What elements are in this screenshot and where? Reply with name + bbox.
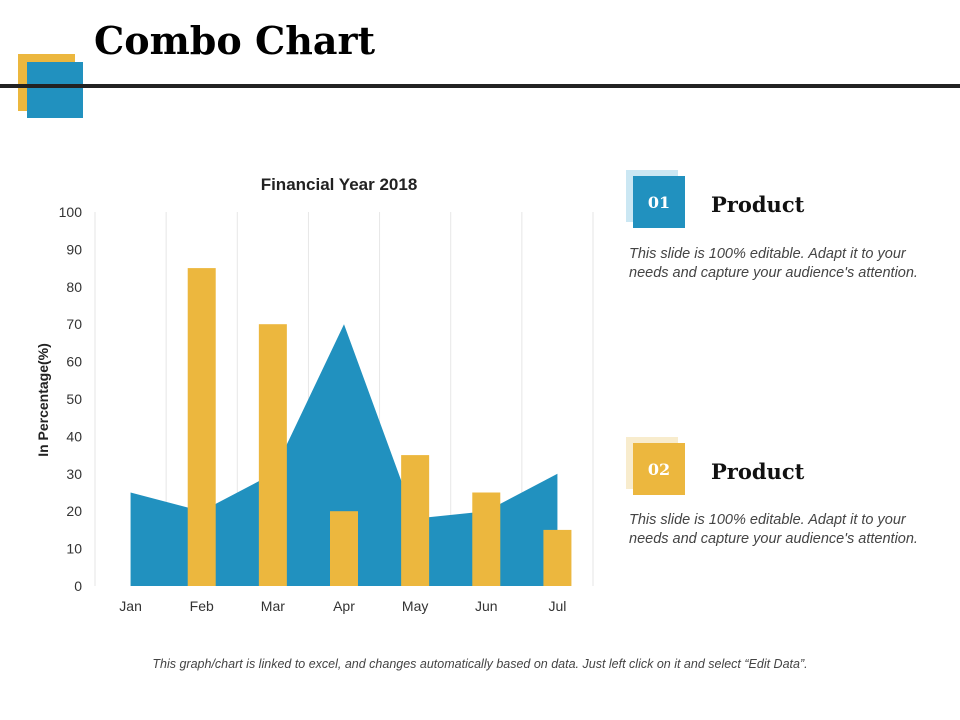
x-tick-label-apr: Apr (333, 598, 355, 614)
y-tick-label: 90 (66, 241, 82, 257)
product-description-2: This slide is 100% editable. Adapt it to… (629, 512, 918, 547)
x-tick-label-jan: Jan (119, 598, 142, 614)
bar-mar (258, 324, 287, 586)
y-tick-label: 40 (66, 428, 82, 444)
x-tick-label-feb: Feb (190, 598, 214, 614)
product-title-2: Product (711, 459, 805, 484)
title-decor-blue-square (27, 62, 83, 118)
x-tick-label-jun: Jun (475, 598, 498, 614)
bar-feb (187, 268, 216, 586)
chart-title: Financial Year 2018 (261, 175, 418, 194)
combo-chart[interactable]: 0 10 20 30 40 50 60 70 80 90 100 Jan Feb Mar Apr May Jun… (0, 160, 600, 620)
bar-jun (472, 492, 501, 586)
x-tick-label-may: May (402, 598, 428, 614)
x-tick-label-jul: Jul (548, 598, 566, 614)
y-axis-label: In Percentage(%) (35, 343, 51, 457)
bar-apr (330, 511, 358, 586)
y-tick-label: 50 (66, 391, 82, 407)
bar-may (401, 455, 430, 586)
product-description-1: This slide is 100% editable. Adapt it to… (629, 246, 918, 281)
badge-number-1: 01 (633, 176, 685, 228)
bar-jul (543, 529, 572, 586)
x-tick-label-mar: Mar (261, 598, 285, 614)
product-title-1: Product (711, 192, 805, 217)
y-tick-label: 30 (66, 466, 82, 482)
page-title: Combo Chart (94, 18, 376, 63)
footnote: This graph/chart is linked to excel, and… (152, 657, 808, 671)
y-tick-label: 10 (66, 541, 82, 557)
y-tick-label: 100 (59, 204, 83, 220)
badge-number-2: 02 (633, 443, 685, 495)
y-tick-label: 20 (66, 503, 82, 519)
y-tick-label: 0 (74, 578, 82, 594)
title-rule (0, 84, 960, 88)
y-tick-label: 80 (66, 279, 82, 295)
y-tick-label: 70 (66, 316, 82, 332)
y-tick-label: 60 (66, 354, 82, 370)
area-series (130, 324, 558, 586)
